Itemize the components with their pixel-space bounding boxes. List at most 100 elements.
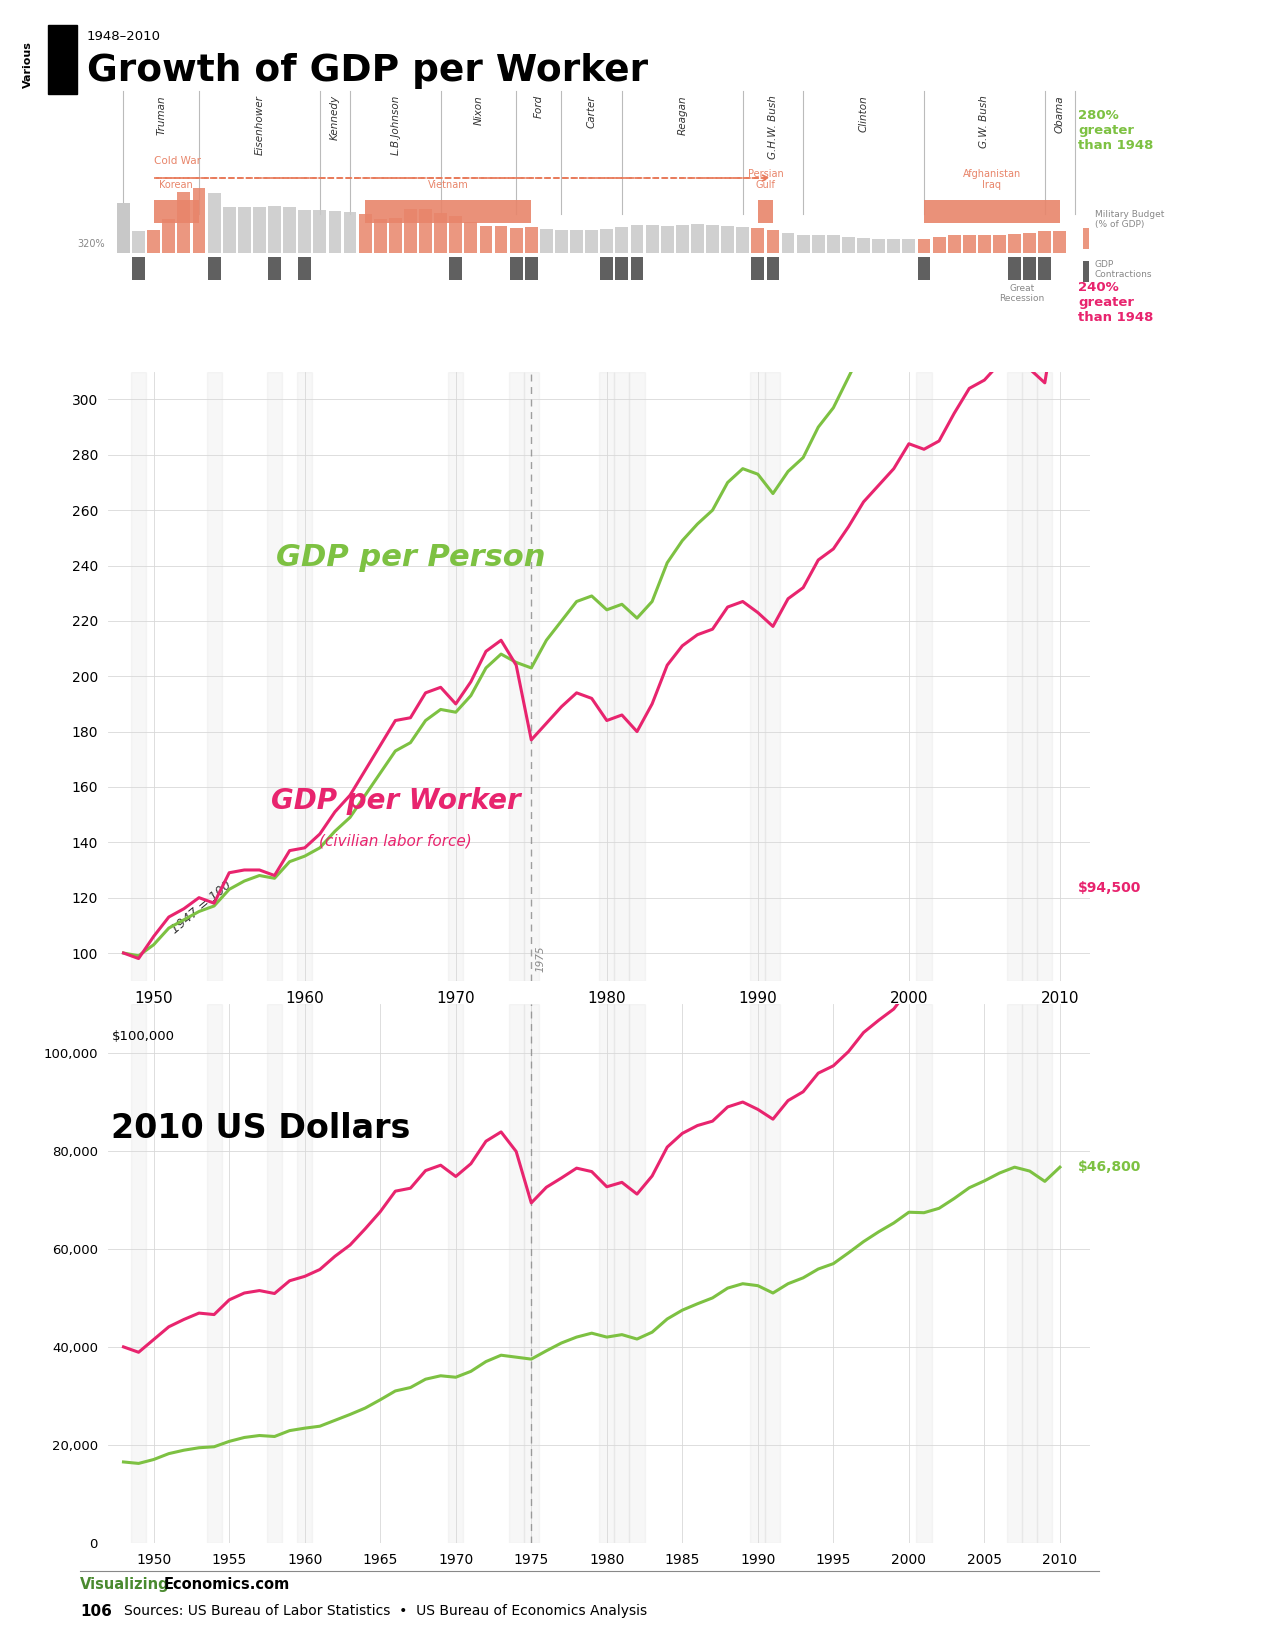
Bar [266,1005,282,1543]
Text: Truman: Truman [157,96,166,135]
Bar [903,239,915,252]
Bar [1023,1005,1038,1543]
Bar [238,208,251,252]
Bar [676,224,688,252]
Text: Sources: US Bureau of Labor Statistics  •  US Bureau of Economics Analysis: Sources: US Bureau of Labor Statistics •… [124,1604,646,1617]
Text: $100,000: $100,000 [111,1030,175,1043]
Text: G.W. Bush: G.W. Bush [979,96,989,148]
Bar [435,213,448,252]
Text: $46,800: $46,800 [1079,1160,1141,1175]
Bar [842,238,854,252]
Bar [993,234,1006,252]
Bar [314,210,326,252]
Bar [963,234,975,252]
Bar [631,257,644,280]
Bar [177,193,190,252]
Bar [449,257,462,280]
Text: GDP per Worker: GDP per Worker [270,787,520,815]
Bar [616,226,629,252]
Text: Reagan: Reagan [677,96,687,135]
Bar [751,257,764,280]
Bar [1038,1005,1052,1543]
Bar [449,371,463,980]
Bar [766,231,779,252]
Bar [555,231,567,252]
Bar [750,371,765,980]
Text: Visualizing: Visualizing [80,1577,170,1592]
Bar [766,257,779,280]
Text: 2010 US Dollars: 2010 US Dollars [111,1112,411,1145]
Bar [1009,257,1021,280]
Bar [601,229,613,252]
Bar [449,1005,463,1543]
Bar [757,200,773,223]
Bar [1038,231,1051,252]
Text: Various: Various [23,41,33,87]
Text: Great
Recession: Great Recession [1000,284,1044,304]
Text: (civilian labor force): (civilian labor force) [319,833,472,848]
Text: Military Budget
(% of GDP): Military Budget (% of GDP) [1095,210,1164,229]
Bar [207,1005,222,1543]
Bar [162,219,175,252]
Bar [917,371,932,980]
Bar [1024,257,1037,280]
Text: Vietnam: Vietnam [428,180,469,190]
Bar [358,214,371,252]
Text: Obama: Obama [1054,96,1065,132]
Bar [570,231,583,252]
Bar [615,1005,630,1543]
Bar [691,224,704,252]
Bar [1007,1005,1023,1543]
Bar [509,1005,524,1543]
Bar [365,200,532,223]
Bar [706,224,719,252]
Text: Carter: Carter [586,96,597,127]
Bar [737,228,750,252]
Text: 240%
greater
than 1948: 240% greater than 1948 [1079,280,1154,323]
Bar [344,213,357,252]
Bar [585,231,598,252]
Bar [631,224,644,252]
Text: 320%: 320% [78,239,106,249]
Bar [117,203,130,252]
Text: Ford: Ford [534,96,544,119]
Bar [131,1005,147,1543]
Bar [374,218,386,252]
Bar [510,257,523,280]
Text: Cold War: Cold War [154,155,200,165]
Bar [193,188,205,252]
Bar [148,229,161,252]
Bar [133,257,145,280]
Text: Economics.com: Economics.com [163,1577,291,1592]
Text: 280%
greater
than 1948: 280% greater than 1948 [1079,109,1154,152]
Bar [524,1005,539,1543]
Bar [133,231,145,252]
Bar [510,228,523,252]
Bar [268,206,280,252]
Text: L.B.Johnson: L.B.Johnson [390,96,400,155]
Bar [924,200,1060,223]
Bar [131,371,147,980]
Bar [298,210,311,252]
Bar [887,239,900,252]
Bar [1053,231,1066,252]
Bar [329,211,342,252]
Bar [208,193,221,252]
Bar [524,371,539,980]
Bar [1038,257,1051,280]
Bar [495,226,507,252]
Text: 106: 106 [80,1604,112,1619]
Bar [1082,261,1089,282]
Bar [599,371,615,980]
Bar [827,236,840,252]
Bar [541,229,553,252]
Bar [722,226,734,252]
Bar [1007,371,1023,980]
Bar [782,233,794,252]
Bar [750,1005,765,1543]
Bar [404,210,417,252]
Bar [449,216,462,252]
Bar [601,257,613,280]
Text: Korean: Korean [159,180,194,190]
Text: $94,500: $94,500 [1079,881,1141,894]
